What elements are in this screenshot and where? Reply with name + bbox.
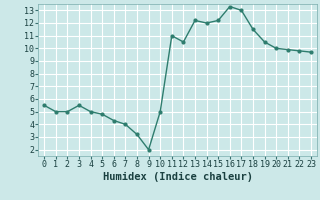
X-axis label: Humidex (Indice chaleur): Humidex (Indice chaleur) [103, 172, 252, 182]
